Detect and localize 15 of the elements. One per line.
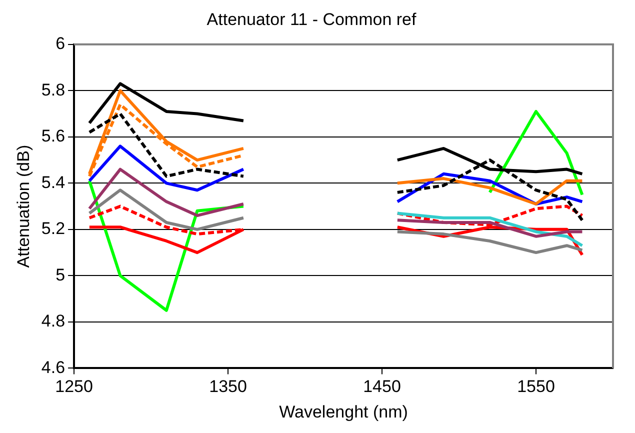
x-axis-title: Wavelenght (nm) [279,402,408,422]
y-tick-label: 5 [56,265,66,284]
chart-title: Attenuator 11 - Common ref [206,10,416,29]
x-tick-label: 1450 [363,377,401,396]
x-tick-label: 1550 [517,377,555,396]
y-tick-label: 5.6 [41,126,66,146]
y-tick-label: 5.4 [41,172,66,192]
y-tick-label: 4.8 [41,312,66,331]
y-tick-label: 6 [56,34,66,54]
y-tick-label: 4.6 [41,358,66,377]
y-axis-title: Attenuation (dB) [14,144,33,268]
x-tick-label: 1350 [209,377,247,396]
y-tick-label: 5.8 [41,80,66,100]
x-tick-label: 1250 [55,377,93,396]
y-tick-label: 5.2 [41,219,66,238]
